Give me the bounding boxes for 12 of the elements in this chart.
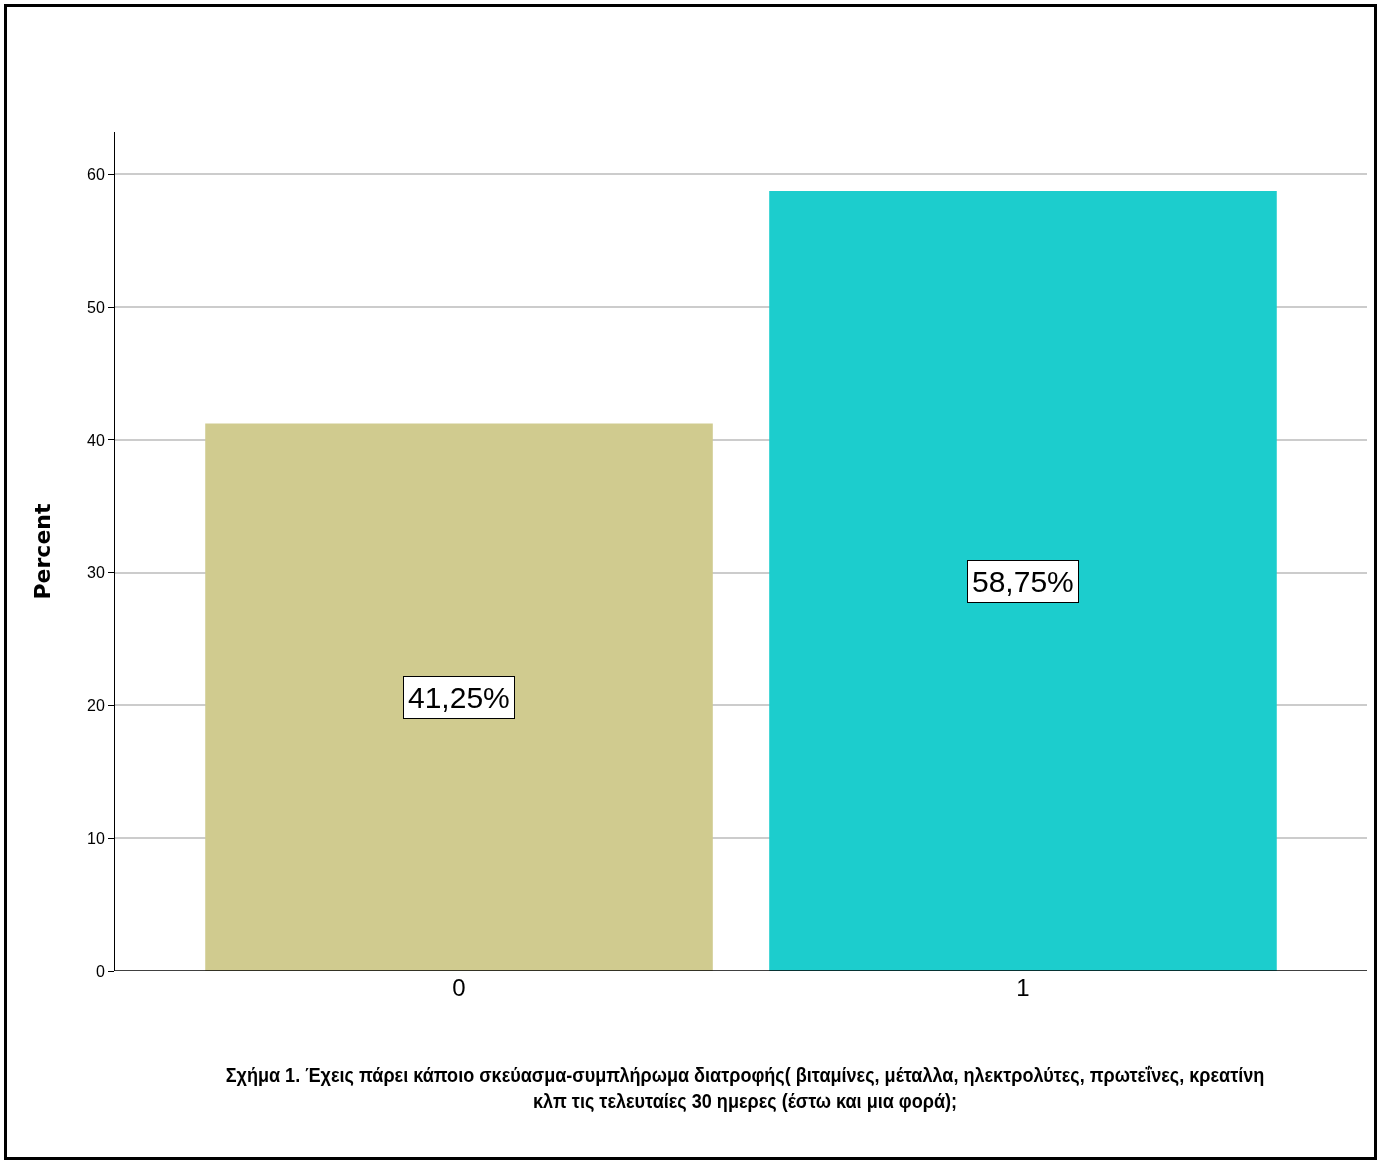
y-tick-label: 10 xyxy=(87,829,105,847)
x-tick-label: 1 xyxy=(1016,974,1030,1001)
y-tick-label: 0 xyxy=(95,962,105,980)
data-label: 41,25% xyxy=(408,681,510,714)
y-tick-label: 60 xyxy=(87,166,105,184)
y-tick-label: 50 xyxy=(87,298,105,316)
y-tick-label: 30 xyxy=(87,564,105,582)
y-axis-title: Percent xyxy=(29,503,55,600)
data-label: 58,75% xyxy=(972,565,1074,598)
text: Σχήμα 1. Έχεις πάρει κάποιο σκεύασμα-συμπλήρωμα διατροφής( βιταμίνες, μέταλλα, ηλεκτρολύτες, πρωτεΐνες, κρεατίνη κλπ τις τελευταίες 30 ημερες (έστω και μια φορά); xyxy=(224,1062,1266,1114)
y-tick-label: 20 xyxy=(87,697,105,715)
y-tick-label: 40 xyxy=(87,431,105,449)
